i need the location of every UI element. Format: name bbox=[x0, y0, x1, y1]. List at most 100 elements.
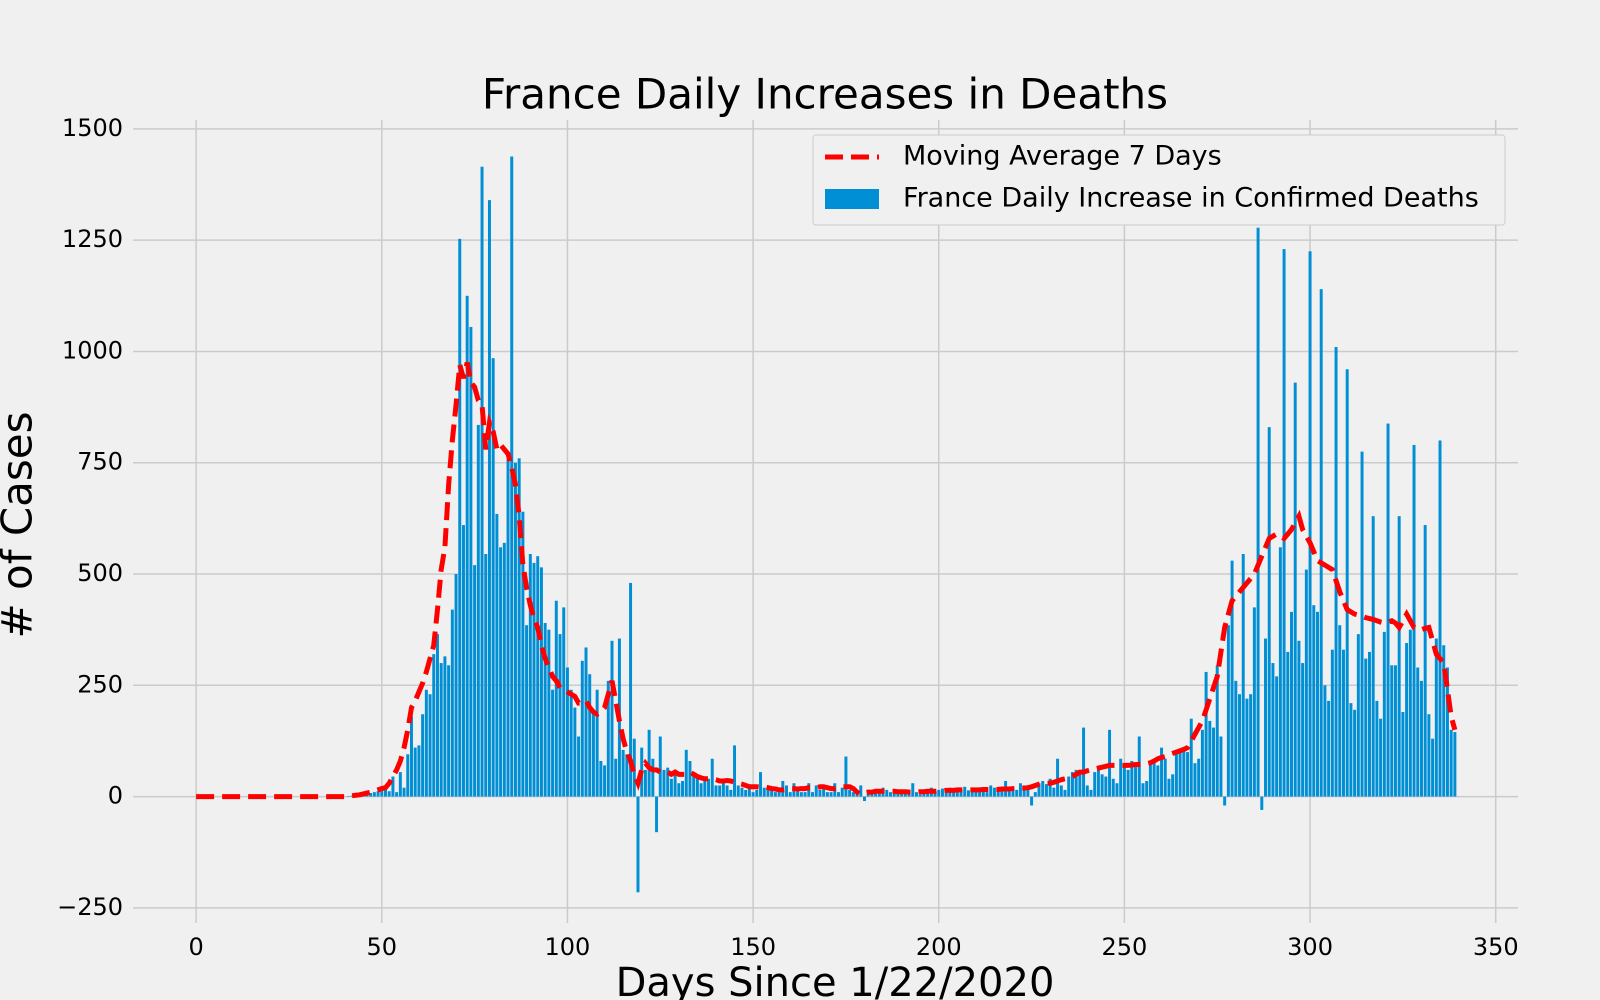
bar bbox=[699, 783, 703, 797]
bar bbox=[829, 792, 833, 797]
bar bbox=[1360, 451, 1364, 797]
bar bbox=[970, 791, 974, 797]
bar bbox=[491, 358, 495, 797]
y-tick-label: 500 bbox=[77, 559, 123, 587]
bar bbox=[1278, 547, 1282, 797]
bar bbox=[803, 792, 807, 797]
bar bbox=[744, 789, 748, 797]
bar bbox=[421, 714, 425, 797]
bar bbox=[606, 680, 610, 797]
bar bbox=[707, 778, 711, 797]
bar bbox=[1041, 781, 1045, 797]
bar bbox=[547, 629, 551, 797]
bar bbox=[1030, 796, 1034, 806]
bar bbox=[799, 792, 803, 797]
bar bbox=[1044, 784, 1048, 797]
x-tick-label: 50 bbox=[367, 933, 398, 961]
bar bbox=[1171, 774, 1175, 797]
bar bbox=[751, 792, 755, 797]
bar bbox=[643, 769, 647, 797]
bar bbox=[1431, 738, 1435, 797]
bar bbox=[499, 547, 503, 797]
bar bbox=[863, 796, 866, 802]
bar bbox=[428, 694, 432, 797]
bar bbox=[502, 542, 506, 797]
legend-box bbox=[812, 134, 1506, 226]
bar bbox=[1371, 516, 1375, 797]
bar bbox=[1234, 680, 1238, 797]
bar bbox=[1100, 774, 1104, 797]
bar bbox=[447, 665, 451, 797]
bar bbox=[1085, 785, 1089, 797]
bar bbox=[1367, 651, 1371, 797]
bar bbox=[1130, 760, 1134, 797]
bar bbox=[844, 756, 848, 797]
bar bbox=[1353, 709, 1357, 797]
x-tick-label: 0 bbox=[188, 933, 203, 961]
bar bbox=[770, 789, 774, 797]
legend-label: Moving Average 7 Days bbox=[903, 141, 1222, 172]
bar bbox=[1241, 553, 1245, 797]
bar bbox=[625, 754, 629, 797]
bar bbox=[621, 749, 625, 797]
bar bbox=[539, 567, 543, 797]
bar bbox=[469, 326, 473, 797]
bar bbox=[851, 792, 855, 797]
bar bbox=[476, 424, 480, 797]
bar bbox=[1160, 747, 1164, 797]
bar bbox=[1226, 625, 1230, 797]
bar bbox=[666, 767, 670, 797]
bar bbox=[885, 789, 889, 797]
bar bbox=[629, 582, 633, 797]
bar bbox=[610, 640, 614, 797]
bar bbox=[1304, 569, 1308, 797]
bar bbox=[395, 792, 399, 797]
bar bbox=[1156, 765, 1160, 797]
bar bbox=[413, 747, 417, 797]
bar bbox=[703, 778, 707, 797]
bar bbox=[1048, 778, 1052, 797]
bar bbox=[981, 788, 985, 797]
bar bbox=[495, 513, 499, 797]
bar bbox=[1438, 440, 1442, 797]
bar bbox=[387, 791, 391, 797]
bar bbox=[914, 792, 918, 797]
legend-label: France Daily Increase in Confirmed Death… bbox=[903, 183, 1479, 214]
bar bbox=[1059, 785, 1063, 797]
bar bbox=[569, 689, 573, 797]
bar bbox=[473, 565, 477, 797]
x-tick-label: 200 bbox=[916, 933, 962, 961]
bar bbox=[1301, 663, 1305, 797]
bar bbox=[1104, 776, 1108, 797]
bar bbox=[933, 792, 937, 797]
bar bbox=[1174, 752, 1178, 797]
bar bbox=[1264, 638, 1267, 797]
bar bbox=[603, 765, 607, 797]
marks bbox=[196, 156, 1458, 893]
bar bbox=[1282, 249, 1286, 797]
bar bbox=[755, 789, 759, 797]
bar bbox=[1405, 643, 1409, 797]
bar bbox=[580, 660, 584, 797]
grid: −250 0 250 500 750 1000 1250 1500 0 50 100 150 200 25… bbox=[57, 114, 1519, 961]
bar bbox=[911, 783, 915, 797]
bar bbox=[461, 525, 465, 797]
bar bbox=[532, 562, 536, 797]
bar bbox=[1293, 382, 1297, 797]
bar bbox=[1063, 789, 1067, 797]
bar bbox=[729, 789, 733, 797]
bar bbox=[1334, 347, 1338, 797]
bar bbox=[1386, 423, 1390, 797]
bar bbox=[402, 787, 406, 797]
y-tick-label: 1250 bbox=[62, 225, 123, 253]
y-tick-label: −250 bbox=[57, 893, 123, 921]
bar bbox=[963, 786, 967, 797]
bar bbox=[992, 787, 996, 797]
x-tick-label: 100 bbox=[545, 933, 591, 961]
bar bbox=[480, 166, 484, 797]
bar bbox=[1000, 789, 1004, 797]
bar bbox=[1379, 718, 1383, 797]
bar bbox=[651, 758, 655, 797]
bar bbox=[740, 787, 744, 797]
